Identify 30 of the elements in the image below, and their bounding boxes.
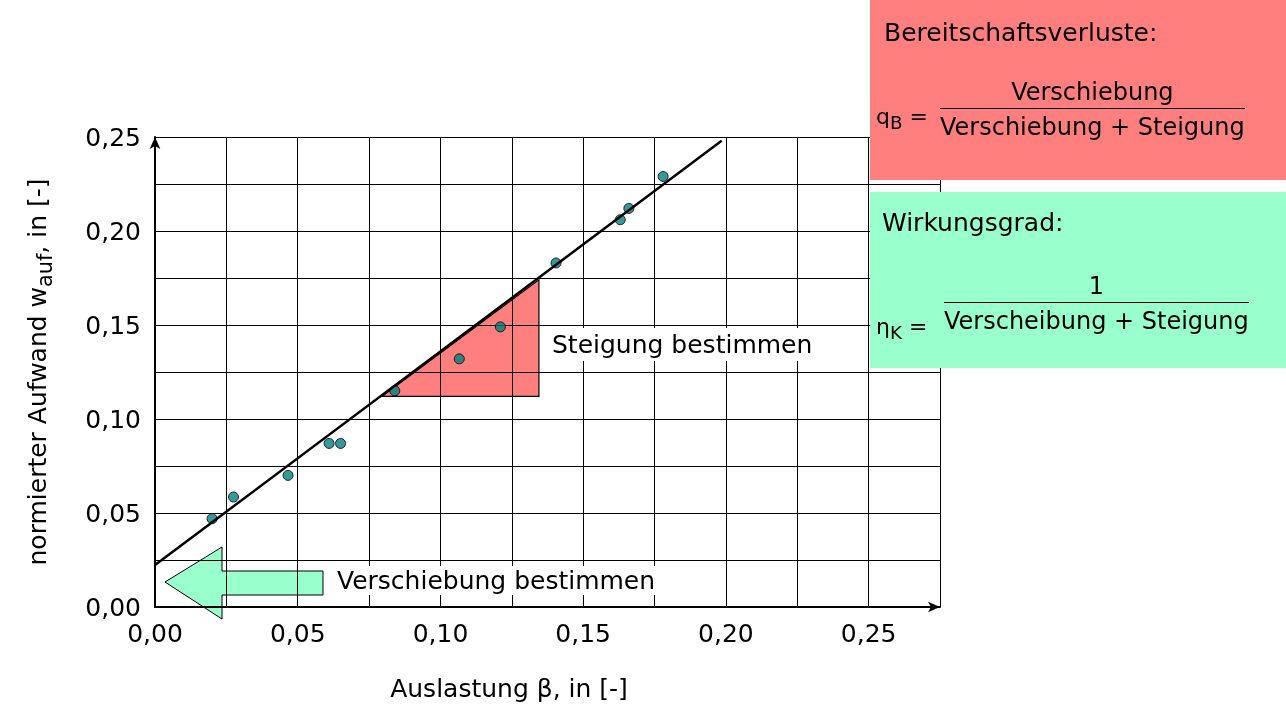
point (282, 469, 294, 481)
point (453, 353, 465, 365)
annotation: Verschiebung + Steigung (940, 112, 1245, 141)
x-tick-label: 0,00 (127, 619, 183, 648)
annotation: Verschiebung bestimmen (333, 566, 660, 595)
text: Verschiebung (940, 78, 1245, 109)
point (228, 491, 239, 503)
x-tick-label: 0,25 (840, 619, 897, 648)
annotation: η$_{K}$ = (876, 314, 928, 344)
x-axis-title: Auslastung β, in [-] (389, 674, 629, 703)
y-tick-label: 0,05 (85, 498, 141, 528)
y-tick-label: 0,10 (85, 404, 141, 434)
annotation: Wirkungsgrad: (882, 208, 1064, 237)
point (657, 170, 669, 182)
x-tick-label: 0,15 (555, 619, 612, 648)
x-tick-label: 0,05 (269, 619, 326, 648)
text: 1 (944, 272, 1249, 303)
y-tick-label: 0,25 (85, 122, 141, 152)
x-tick-label: 0,10 (412, 619, 469, 648)
point (494, 321, 506, 333)
text: Verscheibung + Steigung (944, 306, 1249, 335)
point (323, 437, 335, 449)
point (335, 437, 347, 449)
y-tick-label: 0,00 (85, 592, 141, 622)
annotation: Steigung bestimmen (546, 328, 819, 361)
x-tick-label: 0,20 (698, 619, 754, 648)
y-tick-label: 0,15 (85, 310, 141, 340)
text: Bereitschaftsverluste: (884, 18, 1158, 47)
y-tick-label: 0,20 (85, 216, 141, 246)
text: q$_{B}$ = (876, 104, 928, 134)
